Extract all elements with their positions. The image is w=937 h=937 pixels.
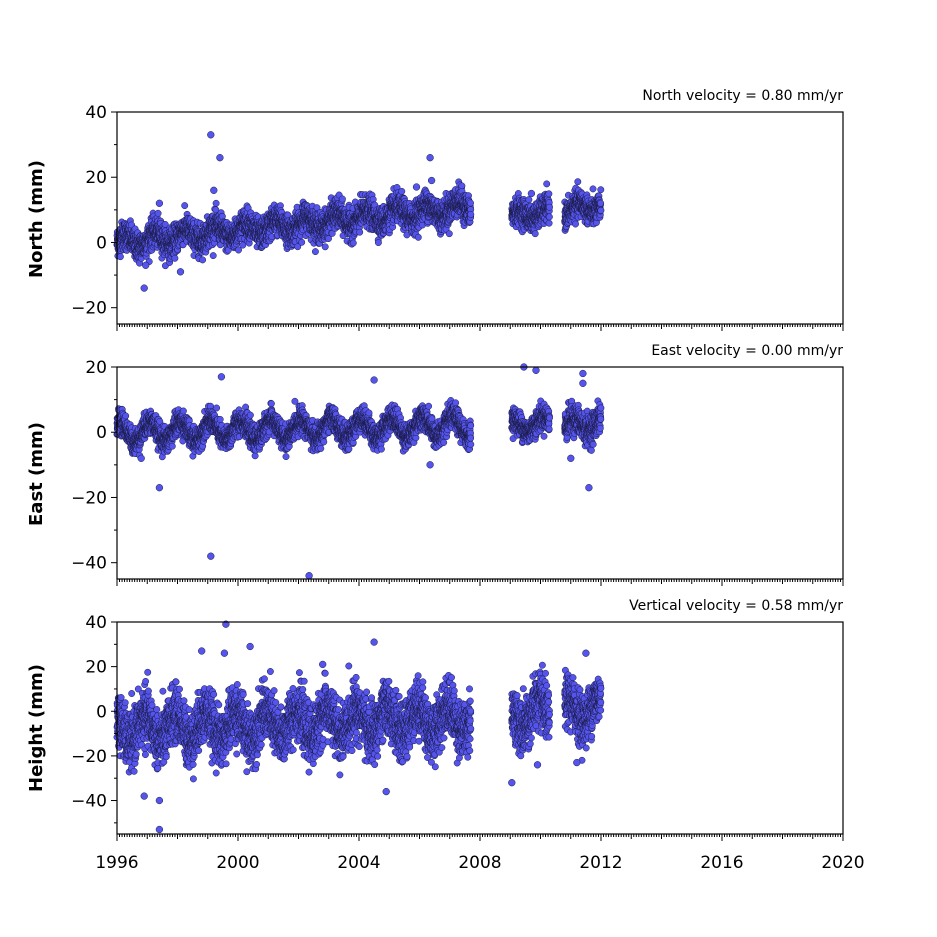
- north-panel: North velocity = 0.80 mm/yr North (mm) 4…: [26, 88, 844, 331]
- north-data-point: [298, 238, 306, 246]
- north-points: [113, 131, 605, 292]
- north-outlier-point: [140, 284, 148, 292]
- north-data-point: [356, 228, 364, 236]
- north-outlier-point: [527, 189, 536, 198]
- north-data-point: [574, 178, 582, 186]
- north-data-point: [209, 252, 217, 260]
- north-data-point: [414, 233, 422, 241]
- north-data-point: [467, 199, 474, 207]
- north-data-point: [546, 203, 553, 211]
- north-data-point: [545, 190, 553, 198]
- north-data-point: [321, 243, 329, 251]
- north-data-point: [589, 185, 597, 193]
- north-ylabel: North (mm): [26, 160, 47, 278]
- north-data-point: [597, 199, 605, 207]
- north-title: North velocity = 0.80 mm/yr: [642, 88, 843, 104]
- north-outlier-point: [176, 268, 185, 276]
- north-data-point: [349, 239, 357, 247]
- north-outlier-point: [155, 199, 164, 207]
- north-data-point: [181, 202, 189, 210]
- north-data-point: [171, 254, 179, 262]
- north-yticks: 40 20 0 −20: [71, 103, 117, 319]
- north-data-point: [154, 209, 162, 217]
- north-ytick-label: −20: [71, 299, 107, 319]
- north-data-point: [199, 256, 207, 264]
- north-ytick-label: 40: [85, 103, 107, 123]
- north-outlier-point: [427, 176, 436, 185]
- east-points: [113, 363, 605, 580]
- east-title: East velocity = 0.00 mm/yr: [651, 343, 843, 359]
- north-data-point: [311, 248, 319, 256]
- north-xticks: [116, 324, 844, 331]
- north-data-point: [338, 195, 346, 203]
- north-outlier-point: [142, 261, 150, 269]
- north-data-point: [467, 210, 475, 218]
- north-data-point: [597, 206, 605, 214]
- north-outlier-point: [210, 186, 218, 194]
- east-ylabel: East (mm): [26, 422, 47, 526]
- north-data-point: [597, 186, 605, 194]
- east-panel: East velocity = 0.00 mm/yr East (mm) 200…: [26, 343, 844, 586]
- north-data-point: [572, 220, 579, 228]
- north-outlier-point: [216, 154, 224, 162]
- north-outlier-point: [412, 183, 421, 191]
- north-data-point: [525, 196, 533, 204]
- north-data-point: [398, 187, 406, 195]
- north-data-point: [543, 180, 551, 188]
- north-outlier-point: [426, 154, 434, 162]
- north-axes-frame: [116, 111, 844, 325]
- north-data-point: [531, 230, 539, 238]
- north-data-point: [212, 199, 220, 207]
- north-data-point: [116, 253, 124, 261]
- north-data-point: [445, 230, 453, 238]
- north-data-point: [545, 219, 553, 227]
- north-ytick-label: 0: [96, 233, 107, 253]
- north-data-point: [374, 239, 382, 247]
- north-outlier-point: [207, 131, 215, 139]
- north-data-point: [545, 213, 553, 221]
- north-ytick-label: 20: [85, 168, 107, 188]
